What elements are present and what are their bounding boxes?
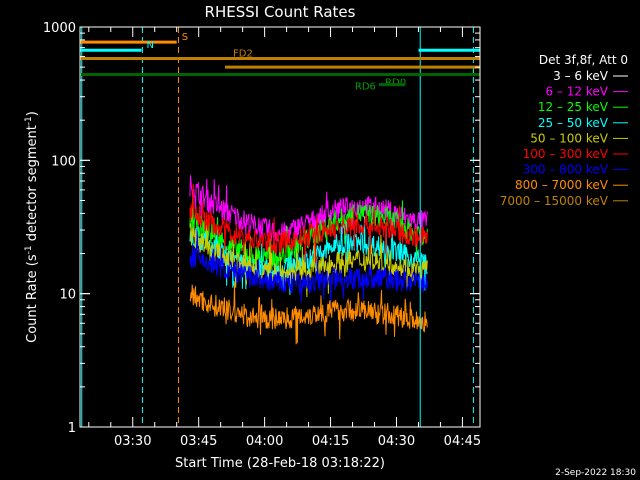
series-line-3-6-kev — [189, 60, 428, 72]
y-axis-label-end: ) — [25, 111, 40, 116]
y-axis-label-sup2: -1 — [24, 116, 34, 125]
axes-layer: 03:30 03:45 04:00 04:15 04:30 04:45 1 10 100 1000 — [43, 21, 481, 449]
plot-frame — [79, 26, 481, 428]
y-axis-label-main: Count Rate (s — [25, 254, 40, 343]
series-line-300-800-kev — [189, 230, 428, 303]
state-label-s: S — [182, 32, 188, 43]
overlay-layer: S N FD2 RD0 RD6 — [80, 27, 480, 427]
legend-title: Det 3f,8f, Att 0 — [539, 53, 628, 67]
y-axis-label: Count Rate (s-1 detector segment-1) — [24, 111, 40, 343]
legend-label: 6 – 12 keV — [546, 85, 609, 99]
x-tick-label: 03:45 — [180, 434, 217, 449]
x-tick-label: 04:15 — [312, 434, 349, 449]
y-tick-label: 1000 — [43, 21, 76, 36]
state-label-rd6: RD6 — [355, 82, 376, 93]
state-label-fd2: FD2 — [233, 49, 253, 60]
legend-label: 50 – 100 keV — [530, 131, 609, 145]
x-tick-label: 03:30 — [114, 434, 151, 449]
y-tick-label: 1 — [68, 421, 76, 436]
legend-label: 3 – 6 keV — [553, 69, 609, 83]
y-tick-label: 100 — [51, 154, 76, 169]
legend-label: 7000 – 15000 keV — [500, 194, 609, 208]
x-tick-label: 04:45 — [444, 434, 481, 449]
x-tick-label: 04:30 — [378, 434, 415, 449]
footer-date: 2-Sep-2022 18:30 — [555, 468, 636, 478]
series-line-800-7000-kev — [189, 282, 428, 345]
legend-label: 800 – 7000 keV — [515, 178, 609, 192]
legend-label: 100 – 300 keV — [523, 147, 609, 161]
y-tick-label: 10 — [59, 288, 76, 303]
x-tick-label: 04:00 — [246, 434, 283, 449]
legend-label: 25 – 50 keV — [538, 116, 609, 130]
state-label-n: N — [147, 40, 154, 51]
y-axis-label-sup1: -1 — [24, 245, 34, 254]
x-axis-label: Start Time (28-Feb-18 03:18:22) — [175, 456, 385, 471]
series-line-100-300-kev — [189, 184, 428, 263]
chart-title: RHESSI Count Rates — [205, 3, 356, 21]
legend-label: 300 – 800 keV — [523, 163, 609, 177]
state-label-rd0: RD0 — [385, 78, 406, 89]
series-layer — [189, 60, 428, 345]
y-axis-label-mid: detector segment — [25, 125, 40, 245]
legend-label: 12 – 25 keV — [538, 100, 609, 114]
